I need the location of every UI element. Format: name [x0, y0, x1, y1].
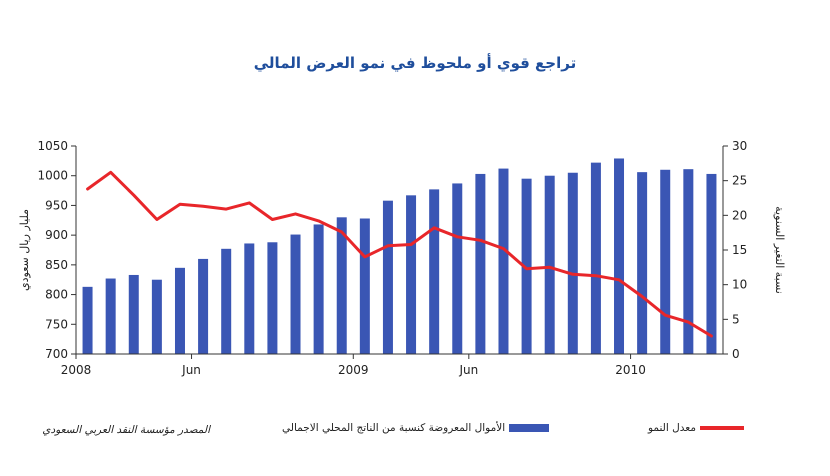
- y-tick-label: 900: [45, 228, 68, 242]
- y2-tick-label: 5: [732, 312, 740, 326]
- bar: [105, 278, 116, 354]
- line-series: [86, 170, 713, 338]
- y2-tick-label: 10: [732, 278, 747, 292]
- bar: [174, 267, 185, 354]
- bar: [313, 224, 324, 354]
- y-tick-label: 950: [45, 198, 68, 212]
- bar: [521, 178, 532, 354]
- bar: [544, 175, 555, 354]
- bar-series: [82, 158, 717, 354]
- legend-growth-label: معدل النمو: [648, 422, 696, 434]
- bar: [498, 168, 509, 354]
- y-tick-label: 850: [45, 258, 68, 272]
- bar: [567, 172, 578, 354]
- bar: [267, 242, 278, 354]
- y-tick-label: 750: [45, 317, 68, 331]
- growth-line: [86, 170, 713, 338]
- bar: [660, 169, 671, 354]
- bar: [475, 173, 486, 354]
- x-tick-label: Jun: [181, 363, 201, 377]
- bar: [382, 200, 393, 354]
- legend-growth: معدل النمو: [648, 422, 744, 438]
- bar: [221, 248, 232, 354]
- y2-tick-label: 15: [732, 243, 747, 257]
- bar: [706, 173, 717, 354]
- y2-tick-label: 25: [732, 174, 747, 188]
- bar: [290, 234, 301, 354]
- bar: [683, 169, 694, 354]
- y2-tick-label: 0: [732, 347, 740, 361]
- bar: [614, 158, 625, 354]
- x-tick-label: 2010: [615, 363, 646, 377]
- x-tick-label: 2008: [61, 363, 92, 377]
- y-tick-label: 700: [45, 347, 68, 361]
- bar: [198, 258, 209, 354]
- bar: [429, 189, 440, 354]
- y2-tick-label: 20: [732, 208, 747, 222]
- x-tick-label: Jun: [458, 363, 478, 377]
- legend-bars-swatch: [509, 424, 550, 432]
- bar: [590, 162, 601, 354]
- bar: [82, 286, 93, 354]
- legend-bars: الأموال المعروضة كنسبة من الناتج المحلي …: [282, 422, 550, 438]
- x-tick-label: 2009: [338, 363, 369, 377]
- legend-growth-swatch: [699, 426, 744, 430]
- legend-bars-label: الأموال المعروضة كنسبة من الناتج المحلي …: [282, 422, 506, 434]
- bar: [336, 217, 347, 354]
- y-tick-label: 800: [45, 288, 68, 302]
- bar: [406, 195, 417, 354]
- bar: [452, 183, 463, 354]
- source-note: المصدر مؤسسة النقد العربي السعودي: [42, 424, 210, 436]
- axes: 700 750 800 850 900 950 1000 1050 0 5 10 15 20 25 30 20…: [37, 139, 747, 377]
- y-tick-label: 1000: [37, 169, 68, 183]
- bar: [637, 172, 648, 354]
- chart-title: تراجع قوي أو ملحوظ في نمو العرض المالي: [253, 54, 577, 72]
- bar: [244, 243, 255, 354]
- y-tick-label: 1050: [37, 139, 68, 153]
- y-axis-right-label: نسبة التغير السنوية: [773, 206, 786, 294]
- y2-tick-label: 30: [732, 139, 747, 153]
- bar: [359, 218, 370, 354]
- bar: [151, 279, 162, 354]
- bar: [128, 274, 139, 354]
- y-axis-left-label: مليار ريال سعودي: [18, 209, 31, 291]
